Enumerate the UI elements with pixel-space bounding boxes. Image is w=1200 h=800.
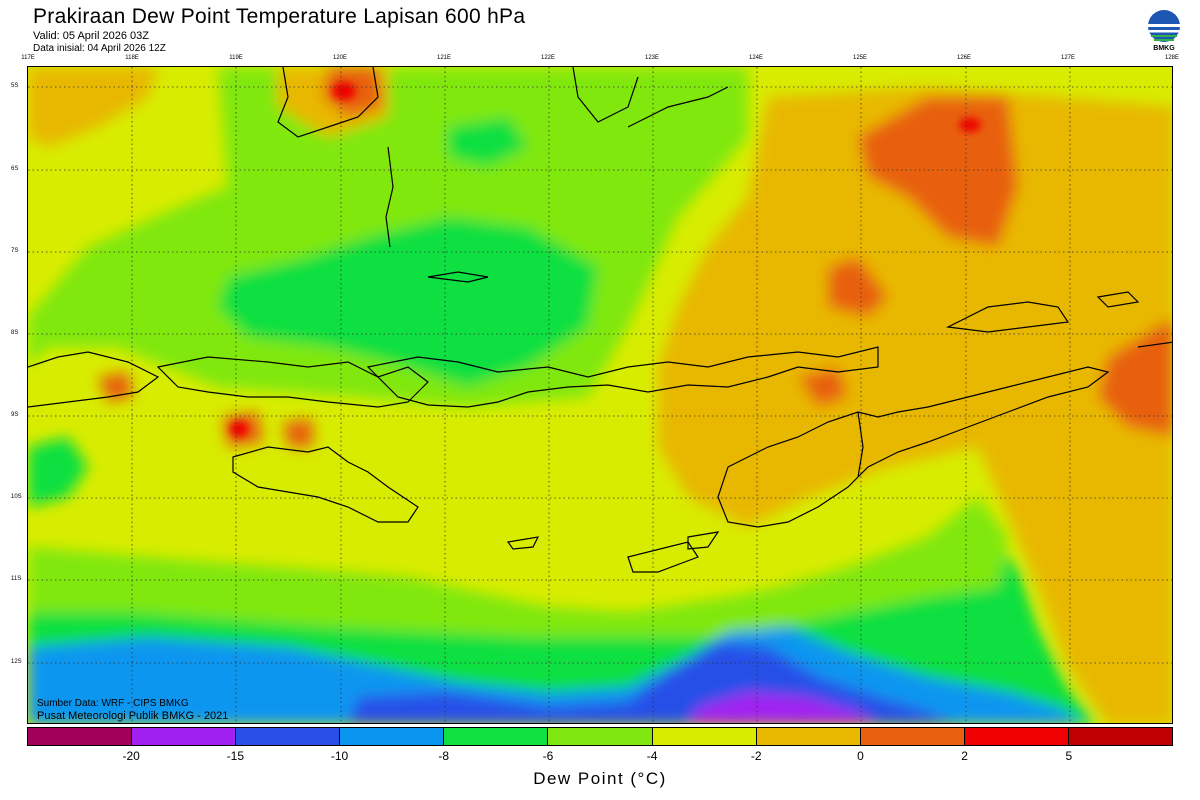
colorbar-segment <box>28 728 133 745</box>
colorbar <box>27 727 1173 746</box>
coastlines <box>28 67 1172 573</box>
field-red-2 <box>959 118 981 132</box>
colorbar-tick-label: 5 <box>1065 749 1073 763</box>
lat-tick-label: 9S <box>11 412 19 418</box>
lat-tick-label: 12S <box>11 659 22 665</box>
lat-tick-label: 10S <box>11 494 22 500</box>
bmkg-logo-icon <box>1148 10 1180 42</box>
lon-tick-label: 124E <box>748 55 764 61</box>
colorbar-tick-label: 0 <box>857 749 864 763</box>
colorbar-segment <box>236 728 341 745</box>
lon-tick-label: 120E <box>332 55 348 61</box>
lon-tick-label: 126E <box>956 55 972 61</box>
colorbar-tick-label: -8 <box>438 749 450 763</box>
colorbar-segment <box>340 728 445 745</box>
lon-tick-label: 119E <box>229 55 243 61</box>
valid-time: Valid: 05 April 2026 03Z <box>33 30 149 42</box>
map-title: Prakiraan Dew Point Temperature Lapisan … <box>33 5 526 28</box>
lon-tick-label: 125E <box>852 55 868 61</box>
colorbar-tick-label: -2 <box>750 749 762 763</box>
colorbar-segment <box>548 728 653 745</box>
lat-tick-label: 7S <box>11 248 19 254</box>
colorbar-tick-label: -10 <box>330 749 349 763</box>
field-darkorange-ne <box>858 97 1018 247</box>
colorbar-tick-label: -20 <box>122 749 140 763</box>
lat-tick-label: 6S <box>11 166 19 172</box>
lat-tick-label: 5S <box>11 83 19 89</box>
lon-tick-label: 123E <box>644 55 660 61</box>
field-red-1 <box>332 82 356 100</box>
colorbar-segment <box>964 728 1069 745</box>
data-source-credit: Sumber Data: WRF - CIPS BMKG <box>37 698 189 709</box>
field-orange-right <box>658 87 1172 723</box>
field-purple <box>689 692 875 723</box>
colorbar-segment <box>444 728 549 745</box>
colorbar-tick-label: -15 <box>226 749 245 763</box>
initial-data-time: Data inisial: 04 April 2026 12Z <box>33 43 166 54</box>
dewpoint-map <box>27 66 1173 724</box>
field-red-3 <box>230 421 248 437</box>
lon-tick-label: 128E <box>1164 55 1180 61</box>
field-green-core <box>218 217 598 387</box>
lat-tick-label: 11S <box>11 576 22 582</box>
colorbar-segment <box>1068 728 1173 745</box>
bmkg-logo-text: BMKG <box>1153 45 1175 52</box>
lon-tick-label: 127E <box>1060 55 1076 61</box>
lon-tick-label: 121E <box>436 55 452 61</box>
colorbar-tick-label: -4 <box>646 749 658 763</box>
lon-tick-label: 118E <box>125 55 139 61</box>
colorbar-segment <box>652 728 757 745</box>
colorbar-segment <box>860 728 965 745</box>
lat-tick-label: 8S <box>11 330 19 336</box>
colorbar-label: Dew Point (°C) <box>533 769 667 788</box>
colorbar-segment <box>132 728 237 745</box>
lon-tick-label: 122E <box>540 55 556 61</box>
colorbar-tick-label: -6 <box>542 749 554 763</box>
colorbar-segment <box>756 728 861 745</box>
lon-tick-label: 117E <box>21 55 35 61</box>
colorbar-tick-label: 2 <box>961 749 968 763</box>
publisher-credit: Pusat Meteorologi Publik BMKG - 2021 <box>37 710 229 722</box>
